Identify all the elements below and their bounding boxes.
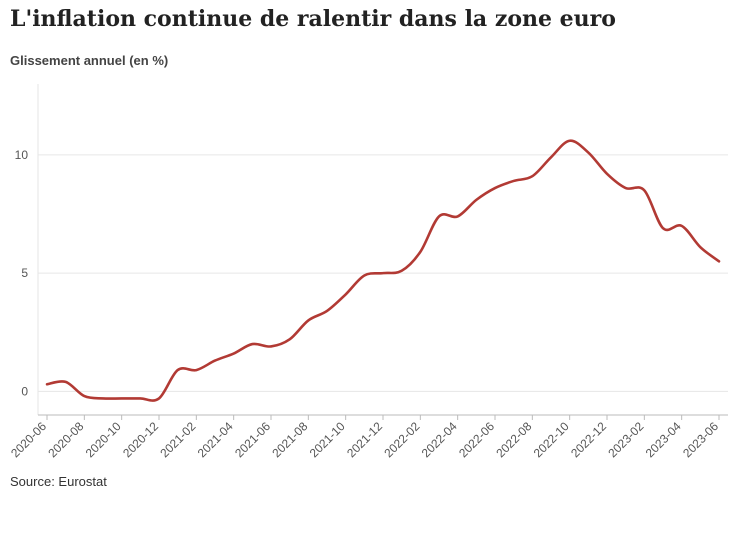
data-point <box>716 258 722 264</box>
data-point <box>604 171 610 177</box>
chart-subtitle: Glissement annuel (en %) <box>10 53 169 68</box>
data-point <box>156 395 162 401</box>
data-point <box>585 150 591 156</box>
x-tick-label: 2022-10 <box>531 419 572 460</box>
data-point <box>193 367 199 373</box>
x-tick-label: 2022-12 <box>568 419 609 460</box>
data-point <box>249 341 255 347</box>
data-point <box>473 197 479 203</box>
x-tick-label: 2020-06 <box>8 419 49 460</box>
data-point <box>287 336 293 342</box>
data-point <box>63 379 69 385</box>
x-axis: 2020-062020-082020-102020-122021-022021-… <box>8 414 728 460</box>
gridlines <box>37 84 728 415</box>
data-point <box>492 185 498 191</box>
data-point <box>305 317 311 323</box>
y-axis: 0 5 10 <box>15 148 29 398</box>
data-point <box>529 173 535 179</box>
x-tick-label: 2021-12 <box>344 419 385 460</box>
data-point <box>436 213 442 219</box>
source-note: Source: Eurostat <box>10 474 107 489</box>
data-point <box>361 273 367 279</box>
data-point <box>548 154 554 160</box>
data-point <box>511 178 517 184</box>
data-point <box>268 343 274 349</box>
data-point <box>212 358 218 364</box>
data-point <box>119 395 125 401</box>
data-point <box>44 381 50 387</box>
x-tick-label: 2023-04 <box>643 419 684 460</box>
x-tick-label: 2020-12 <box>120 419 161 460</box>
x-tick-label: 2022-04 <box>419 419 460 460</box>
series-line <box>45 139 721 402</box>
data-point <box>380 270 386 276</box>
x-tick-label: 2020-10 <box>83 419 124 460</box>
x-tick-label: 2022-02 <box>381 419 422 460</box>
data-point <box>324 308 330 314</box>
x-tick-label: 2021-08 <box>269 419 310 460</box>
data-point <box>175 367 181 373</box>
data-point <box>100 395 106 401</box>
x-tick-label: 2022-08 <box>493 419 534 460</box>
data-point <box>417 249 423 255</box>
data-point <box>567 138 573 144</box>
y-tick-label: 5 <box>21 266 28 280</box>
x-tick-label: 2022-06 <box>456 419 497 460</box>
data-point <box>697 244 703 250</box>
data-point <box>455 213 461 219</box>
data-point <box>641 187 647 193</box>
x-tick-label: 2021-10 <box>307 419 348 460</box>
data-point <box>679 223 685 229</box>
data-point <box>231 351 237 357</box>
data-point <box>399 268 405 274</box>
data-point <box>137 395 143 401</box>
data-point <box>623 185 629 191</box>
data-point <box>343 291 349 297</box>
x-tick-label: 2023-06 <box>680 419 721 460</box>
y-tick-label: 0 <box>21 384 28 398</box>
series-layer <box>44 138 722 402</box>
data-point <box>660 225 666 231</box>
x-tick-label: 2023-02 <box>605 419 646 460</box>
chart-title: L'inflation continue de ralentir dans la… <box>10 6 616 32</box>
x-tick-label: 2021-04 <box>195 419 236 460</box>
x-tick-label: 2020-08 <box>45 419 86 460</box>
x-tick-label: 2021-02 <box>157 419 198 460</box>
x-tick-label: 2021-06 <box>232 419 273 460</box>
data-point <box>81 393 87 399</box>
y-tick-label: 10 <box>15 148 29 162</box>
